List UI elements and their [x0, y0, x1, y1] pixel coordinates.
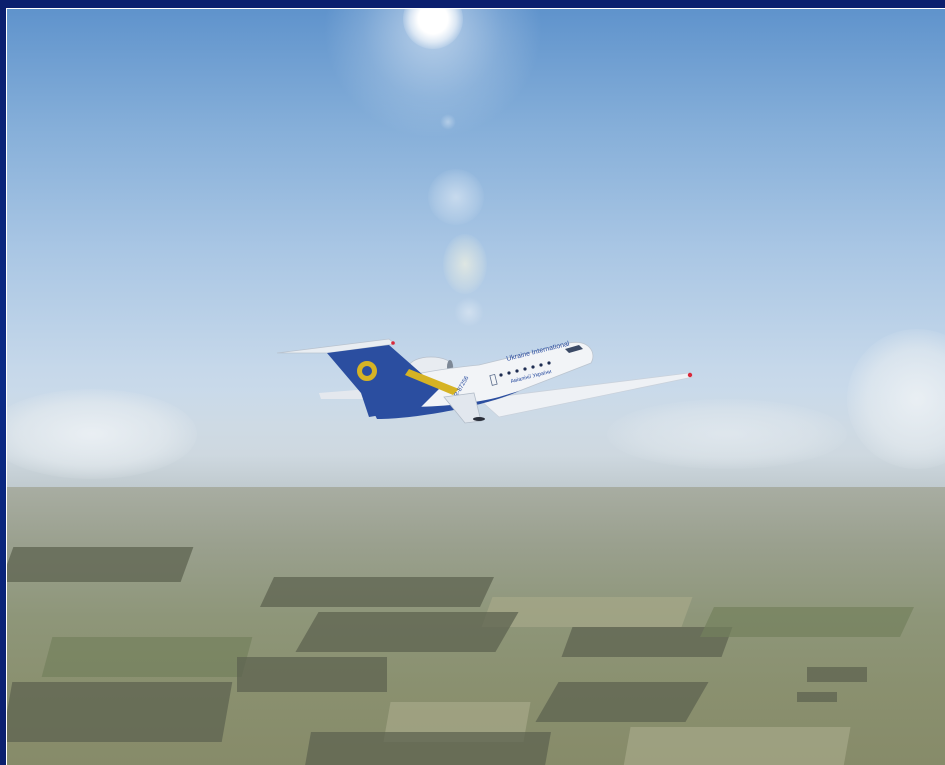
aircraft-t-tail: [276, 338, 396, 354]
field-patch: [700, 607, 914, 637]
lens-flare-3: [454, 297, 484, 327]
forest-patch: [237, 657, 387, 692]
forest-patch: [807, 667, 867, 682]
aircraft-cheatline: [405, 369, 459, 395]
forest-patch: [797, 692, 837, 702]
cloud-left: [7, 389, 197, 479]
forest-patch: [7, 547, 194, 582]
forest-patch: [303, 732, 551, 765]
aircraft-door: [489, 373, 498, 386]
tail-light: [391, 341, 395, 345]
forest-patch: [535, 682, 709, 722]
forest-patch: [260, 577, 494, 607]
aircraft-windows: [499, 361, 551, 377]
lens-flare-4: [440, 114, 456, 130]
field-patch: [623, 727, 851, 765]
field-patch: [41, 637, 253, 677]
aircraft-yak40: Ukraine International Авіалінії України …: [276, 338, 694, 424]
ground-terrain: [7, 487, 945, 765]
forest-patch: [295, 612, 519, 652]
aircraft-landing-gear: [473, 417, 485, 421]
aircraft-left-wing: [443, 392, 482, 424]
aircraft-tail-fin: [327, 345, 439, 417]
flight-sim-viewport[interactable]: Ukraine International Авіалінії України …: [6, 8, 945, 765]
forest-patch: [7, 682, 233, 742]
aircraft-cockpit: [565, 345, 583, 353]
lens-flare-1: [428, 169, 484, 225]
aircraft-right-wing: [478, 372, 694, 418]
cloud-mid: [607, 399, 847, 469]
wingtip-light: [687, 372, 693, 378]
lens-flare-2: [443, 234, 487, 294]
aircraft-belly: [369, 391, 519, 419]
